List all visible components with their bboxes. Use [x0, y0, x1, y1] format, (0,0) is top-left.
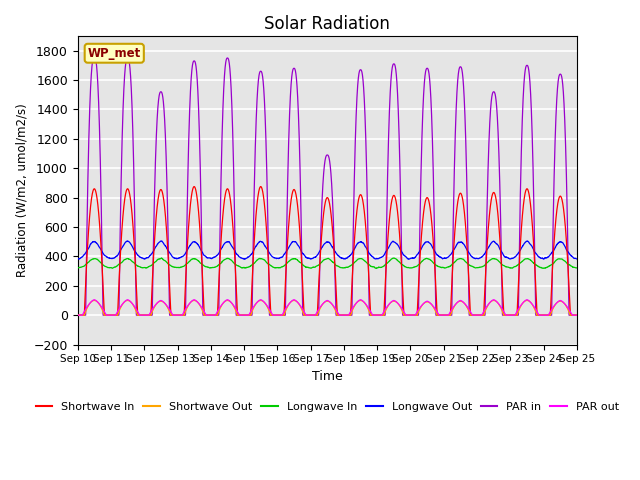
Title: Solar Radiation: Solar Radiation	[264, 15, 390, 33]
X-axis label: Time: Time	[312, 370, 342, 383]
Legend: Shortwave In, Shortwave Out, Longwave In, Longwave Out, PAR in, PAR out: Shortwave In, Shortwave Out, Longwave In…	[31, 397, 623, 416]
Y-axis label: Radiation (W/m2, umol/m2/s): Radiation (W/m2, umol/m2/s)	[15, 103, 28, 277]
Text: WP_met: WP_met	[88, 47, 141, 60]
